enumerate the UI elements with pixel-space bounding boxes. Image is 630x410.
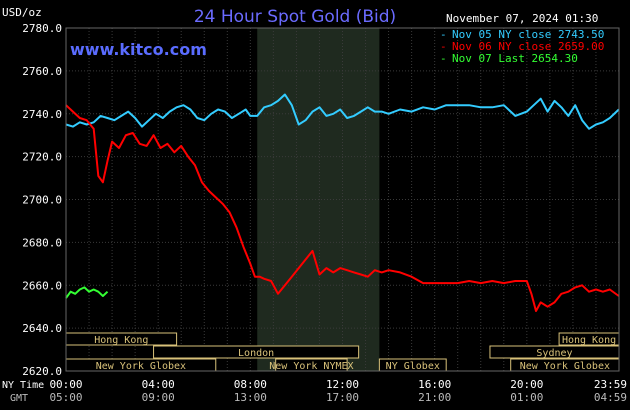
y-tick-label: 2780.0	[22, 22, 62, 35]
y-tick-label: 2660.0	[22, 279, 62, 292]
x-tick-label-ny: 00:00	[49, 378, 82, 391]
session-label: New York Globex	[520, 361, 610, 372]
session-label: London	[238, 348, 274, 359]
source-watermark: www.kitco.com	[70, 40, 207, 59]
date-label: November 07, 2024 01:30	[446, 12, 598, 25]
session-label: New York Globex	[96, 361, 186, 372]
x-tick-label-gmt: 21:00	[418, 391, 451, 404]
x-tick-label-ny: 04:00	[142, 378, 175, 391]
y-tick-label: 2620.0	[22, 365, 62, 378]
x-tick-label-ny: 23:59	[594, 378, 627, 391]
series-line-nov-05	[65, 93, 620, 130]
x-tick-label-ny: 20:00	[510, 378, 543, 391]
session-label: Sydney	[536, 348, 572, 359]
ny-time-row-label: NY Time	[2, 380, 44, 391]
legend-marker-1: -	[440, 40, 447, 53]
x-tick-label-gmt: 09:00	[142, 391, 175, 404]
legend-item-0: Nov 05 NY close 2743.50	[452, 28, 604, 41]
y-axis-unit-label: USD/oz	[2, 6, 42, 19]
x-tick-label-ny: 08:00	[234, 378, 267, 391]
plot-border	[65, 27, 620, 372]
y-tick-label: 2740.0	[22, 108, 62, 121]
y-tick-label: 2640.0	[22, 322, 62, 335]
session-label: New York NYMEX	[269, 361, 353, 372]
session-label: NY Globex	[386, 361, 440, 372]
x-tick-label-ny: 16:00	[418, 378, 451, 391]
legend-marker-0: -	[440, 28, 447, 41]
session-label: Hong Kong	[94, 335, 148, 346]
legend-item-2: Nov 07 Last 2654.30	[452, 52, 578, 65]
y-tick-label: 2680.0	[22, 236, 62, 249]
x-tick-label-ny: 12:00	[326, 378, 359, 391]
x-tick-label-gmt: 01:00	[510, 391, 543, 404]
series-lines	[65, 93, 620, 312]
session-box	[153, 345, 360, 359]
session-label: Hong Kong	[562, 335, 616, 346]
x-tick-label-gmt: 05:00	[49, 391, 82, 404]
x-tick-label-gmt: 17:00	[326, 391, 359, 404]
y-tick-label: 2720.0	[22, 151, 62, 164]
series-line-nov-07	[65, 286, 109, 299]
trading-sessions: Hong Kong Hong Kong London Sydney New York G…	[65, 332, 620, 372]
x-tick-label-gmt: 04:59	[594, 391, 627, 404]
legend-item-1: Nov 06 NY close 2659.00	[452, 40, 604, 53]
series-line-nov-06	[65, 104, 620, 312]
y-tick-label: 2760.0	[22, 65, 62, 78]
chart-title: 24 Hour Spot Gold (Bid)	[194, 7, 396, 27]
gmt-row-label: GMT	[10, 393, 28, 404]
y-tick-labels: 2780.0 2760.0 2740.0 2720.0 2700.0 2680.0 2660…	[22, 22, 62, 378]
y-tick-label: 2700.0	[22, 194, 62, 207]
x-tick-label-gmt: 13:00	[234, 391, 267, 404]
legend-marker-2: -	[440, 52, 447, 65]
legend: Nov 05 NY close 2743.50 Nov 06 NY close …	[440, 28, 604, 65]
